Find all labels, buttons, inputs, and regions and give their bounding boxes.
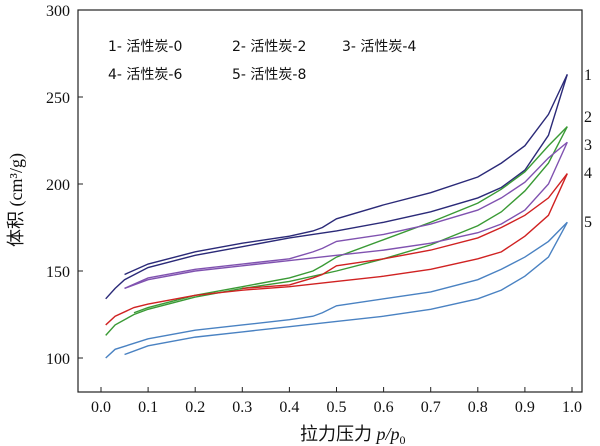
series-end-label: 5 (584, 214, 592, 231)
series-end-label: 4 (584, 165, 592, 182)
series-end-label: 3 (584, 137, 592, 154)
series-5-desorption-line (105, 221, 568, 359)
x-tick-label: 0.7 (421, 399, 441, 416)
series-5-adsorption-line (124, 221, 568, 356)
x-tick-label: 0.5 (327, 399, 347, 416)
x-tick-label: 0.8 (468, 399, 488, 416)
series-2-desorption-line (133, 126, 568, 314)
x-tick-label: 0.6 (374, 399, 394, 416)
plot-frame (77, 9, 583, 393)
x-tick-label: 1.0 (562, 399, 582, 416)
legend-entry-3: 3- 活性炭-4 (342, 39, 416, 55)
y-tick-label: 100 (46, 351, 70, 368)
x-tick-label: 0.9 (515, 399, 535, 416)
series-1-adsorption-line (105, 74, 568, 300)
legend-entry-4: 4- 活性炭-6 (108, 67, 182, 83)
x-tick-label: 0.1 (138, 399, 158, 416)
y-tick-label: 200 (46, 177, 70, 194)
y-tick-label: 250 (46, 90, 70, 107)
series-end-label: 1 (584, 67, 592, 84)
series-4-adsorption-line (105, 173, 568, 326)
x-axis-label: 拉力压力 p/p0 (300, 424, 406, 446)
series-2-adsorption-line (105, 126, 568, 336)
series-end-label: 2 (584, 109, 592, 126)
legend-entry-2: 2- 活性炭-2 (232, 39, 306, 55)
x-tick-label: 0.0 (91, 399, 111, 416)
x-tick-label: 0.2 (185, 399, 205, 416)
legend-entry-1: 1- 活性炭-0 (108, 39, 182, 55)
legend-entry-5: 5- 活性炭-8 (232, 67, 306, 83)
series-3-adsorption-line (124, 141, 568, 290)
series-1-desorption-line (124, 74, 568, 276)
x-tick-label: 0.3 (232, 399, 252, 416)
x-tick-label: 0.4 (279, 399, 299, 416)
y-tick-label: 300 (46, 3, 70, 20)
series-3-desorption-line (124, 141, 568, 290)
y-tick-label: 150 (46, 264, 70, 281)
series-4-desorption-line (242, 173, 568, 290)
y-axis-label: 体积 (cm³/g) (6, 153, 27, 247)
legend: 1- 活性炭-0 2- 活性炭-2 3- 活性炭-4 4- 活性炭-6 5- 活… (108, 39, 416, 83)
